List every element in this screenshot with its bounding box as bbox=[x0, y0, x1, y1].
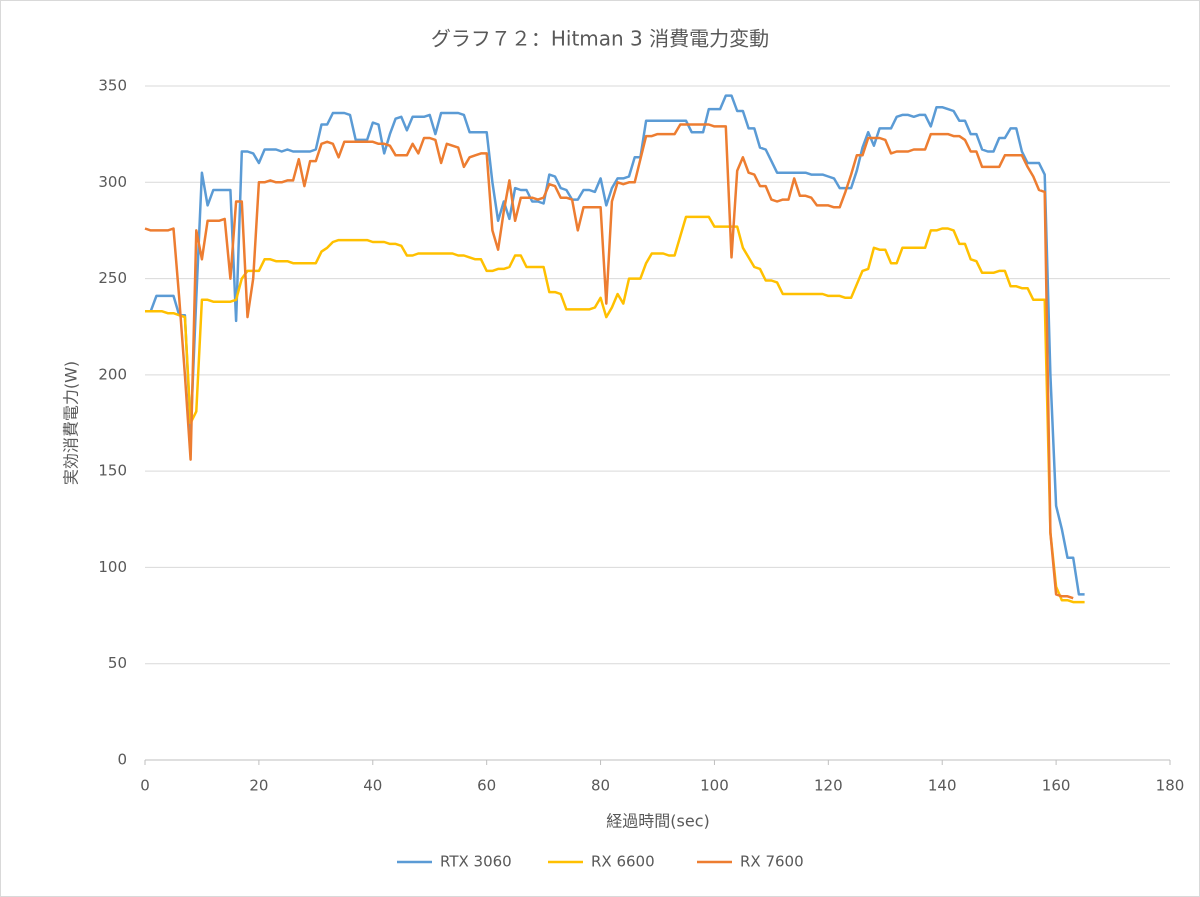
y-tick-label: 150 bbox=[98, 462, 127, 480]
x-tick-label: 140 bbox=[928, 777, 957, 795]
y-tick-label: 200 bbox=[98, 365, 127, 383]
legend-label: RX 7600 bbox=[740, 853, 804, 871]
chart-title: グラフ７２：Hitman 3 消費電力変動 bbox=[431, 27, 769, 51]
legend-label: RTX 3060 bbox=[440, 853, 512, 871]
y-axis-label: 実効消費電力(W) bbox=[62, 361, 81, 485]
series-line bbox=[144, 123, 1074, 600]
y-tick-label: 350 bbox=[98, 77, 127, 95]
y-tick-label: 250 bbox=[98, 269, 127, 287]
grid: 0 50 100 150 200 250 300 350 0 20 40 60 80 100 120 140 1… bbox=[98, 77, 1184, 795]
y-tick-label: 100 bbox=[98, 558, 127, 576]
legend: RTX 3060 RX 6600 RX 7600 bbox=[397, 853, 804, 871]
x-tick-label: 100 bbox=[700, 777, 729, 795]
x-tick-label: 160 bbox=[1042, 777, 1071, 795]
x-tick-label: 40 bbox=[363, 777, 382, 795]
x-tick-label: 180 bbox=[1156, 777, 1185, 795]
x-tick-label: 20 bbox=[249, 777, 268, 795]
x-tick-label: 80 bbox=[591, 777, 610, 795]
x-axis-label: 経過時間(sec) bbox=[606, 812, 709, 831]
x-tick-label: 0 bbox=[140, 777, 150, 795]
y-tick-label: 300 bbox=[98, 173, 127, 191]
x-tick-label: 120 bbox=[814, 777, 843, 795]
series-line bbox=[145, 215, 1085, 604]
plot bbox=[144, 94, 1085, 604]
y-tick-label: 50 bbox=[108, 654, 127, 672]
y-tick-label: 0 bbox=[117, 751, 127, 769]
x-tick-label: 60 bbox=[477, 777, 496, 795]
series-line bbox=[145, 94, 1085, 596]
legend-label: RX 6600 bbox=[591, 853, 655, 871]
